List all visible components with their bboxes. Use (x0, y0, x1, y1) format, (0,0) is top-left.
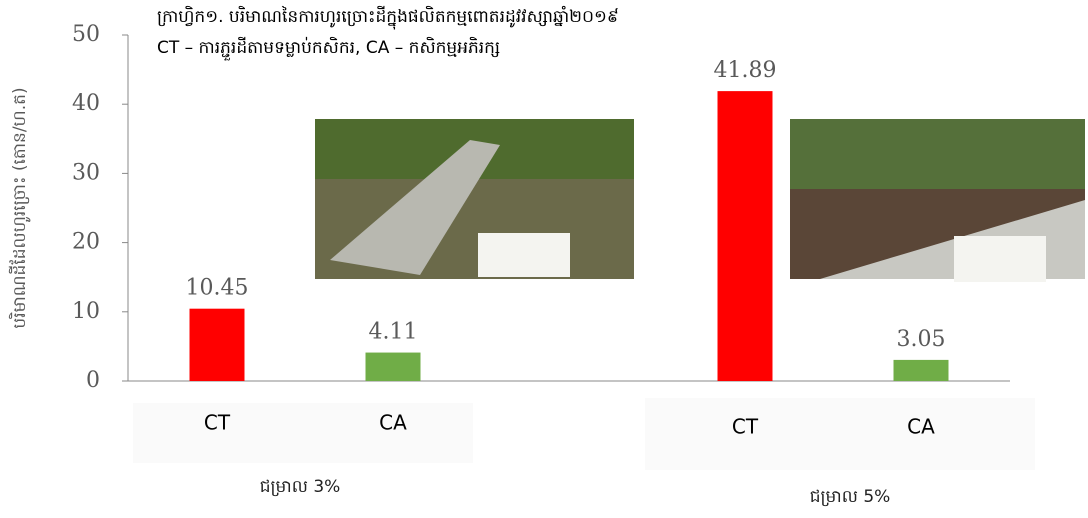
group-label: ជម្រាល 3% (260, 477, 341, 497)
chart-title: ក្រាហ្វិក១. បរិមាណនៃការហូរច្រោះដីក្នុងផល… (157, 5, 619, 30)
value-label: 3.05 (897, 327, 946, 352)
y-axis-label: បរិមាណដីដែលហូរច្រោះ (តោន/ហ.ត) (8, 87, 31, 328)
x-tick-label: CA (379, 411, 407, 435)
photo (315, 119, 634, 279)
y-tick-label: 20 (72, 230, 100, 255)
photo (790, 119, 1085, 282)
bar (189, 308, 245, 381)
group-label: ជម្រាល 5% (810, 487, 891, 507)
value-label: 4.11 (369, 320, 418, 345)
bar (365, 352, 421, 381)
bar (893, 359, 949, 381)
x-tick-label: CT (204, 411, 231, 435)
y-tick-label: 0 (86, 368, 100, 393)
y-tick-label: 40 (72, 91, 100, 116)
y-tick-label: 50 (72, 22, 100, 47)
bar (717, 91, 773, 381)
category-panel (133, 403, 473, 463)
x-tick-label: CT (732, 415, 759, 439)
x-tick-label: CA (907, 415, 935, 439)
value-label: 10.45 (186, 276, 249, 301)
chart-subtitle: CT – ការភ្ជួរដីតាមទម្លាប់កសិករ, CA – កសិ… (157, 36, 500, 61)
y-tick-label: 10 (72, 299, 100, 324)
category-panel (645, 398, 1035, 470)
value-label: 41.89 (714, 58, 777, 83)
y-tick-label: 30 (72, 160, 100, 185)
